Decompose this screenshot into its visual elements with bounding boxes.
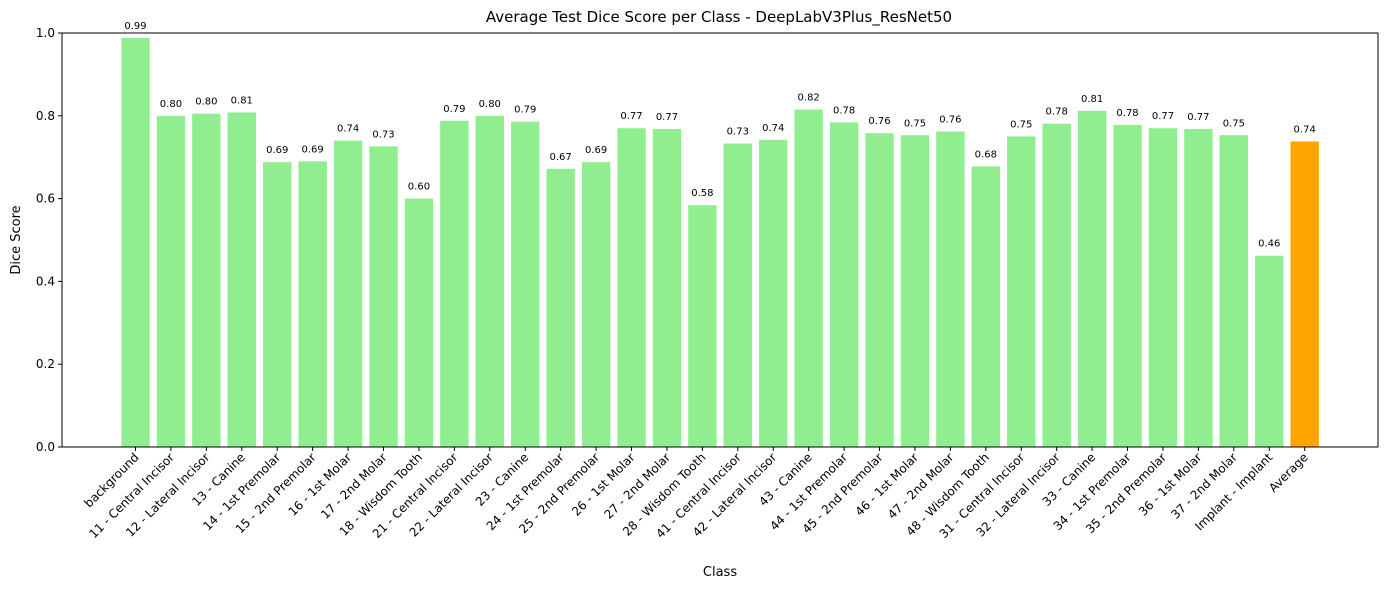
y-axis-label: Dice Score (9, 205, 24, 274)
data-label: 0.75 (1010, 120, 1032, 131)
x-tick-label: Average (1266, 450, 1311, 495)
bar (1255, 255, 1284, 447)
data-label: 0.79 (443, 104, 465, 115)
data-label: 0.68 (975, 149, 997, 160)
bar (581, 162, 611, 448)
bar (440, 120, 469, 448)
data-label: 0.76 (868, 116, 890, 127)
x-tick-label: 16 - 1st Molar (286, 450, 355, 519)
bar (1148, 128, 1178, 447)
data-label: 0.80 (479, 99, 501, 110)
y-tick-label: 0.4 (36, 274, 55, 288)
bar (546, 168, 575, 448)
data-label: 0.80 (160, 99, 182, 110)
data-label: 0.75 (1223, 118, 1245, 129)
bar (1042, 123, 1071, 448)
data-label: 0.76 (939, 115, 961, 126)
bar (652, 129, 682, 448)
data-label: 0.81 (1081, 94, 1103, 105)
bar (1219, 135, 1249, 447)
bar (1077, 110, 1107, 447)
chart-title: Average Test Dice Score per Class - Deep… (486, 8, 952, 27)
bar (900, 135, 930, 447)
bar (298, 161, 327, 447)
data-label: 0.69 (266, 145, 288, 156)
bar (1113, 124, 1142, 447)
bar (794, 109, 823, 447)
y-tick-label: 0.6 (36, 192, 55, 206)
data-label: 0.78 (833, 105, 855, 116)
bar (829, 122, 859, 448)
bar (617, 128, 646, 447)
plot-frame (61, 32, 1379, 448)
bar (936, 131, 965, 447)
bars-group (121, 37, 1319, 448)
data-label: 0.67 (550, 152, 572, 163)
bar (156, 115, 186, 448)
data-label: 0.74 (762, 123, 784, 134)
bar (511, 121, 540, 447)
bar (121, 37, 150, 447)
bar (227, 112, 256, 448)
bar (688, 205, 717, 447)
data-label: 0.77 (620, 111, 642, 122)
x-tick-label: 36 - 1st Molar (1136, 450, 1205, 519)
data-label: 0.74 (1294, 124, 1316, 135)
bar (1290, 141, 1319, 447)
bar (1184, 129, 1213, 448)
y-tick-label: 0.0 (36, 440, 55, 454)
data-label: 0.99 (124, 21, 146, 32)
data-labels-group: 0.99 0.80 0.80 0.81 0.69 0.69 0.74 0.73 0.60 0.79… (124, 21, 1315, 250)
y-tick-label: 0.8 (36, 109, 55, 123)
data-label: 0.79 (514, 105, 536, 116)
bar (404, 198, 434, 447)
data-label: 0.78 (1046, 107, 1068, 118)
bar (723, 143, 753, 448)
bar (865, 133, 894, 447)
bar (759, 139, 788, 447)
bar (369, 146, 398, 447)
data-label: 0.77 (1187, 112, 1209, 123)
data-label: 0.69 (302, 144, 324, 155)
x-tick-label: 46 - 1st Molar (853, 450, 922, 519)
data-label: 0.80 (195, 97, 217, 108)
data-label: 0.75 (904, 118, 926, 129)
data-label: 0.46 (1258, 239, 1280, 250)
data-label: 0.78 (1116, 108, 1138, 119)
bar (475, 115, 504, 448)
data-label: 0.69 (585, 145, 607, 156)
data-label: 0.73 (372, 129, 394, 140)
data-label: 0.82 (798, 93, 820, 104)
data-label: 0.58 (691, 188, 713, 199)
data-label: 0.77 (1152, 111, 1174, 122)
bar (333, 140, 363, 447)
data-label: 0.73 (727, 127, 749, 138)
data-label: 0.81 (231, 95, 253, 106)
y-tick-label: 0.2 (36, 357, 55, 371)
data-label: 0.74 (337, 124, 359, 135)
x-axis-label: Class (703, 565, 737, 580)
bar (263, 162, 292, 448)
y-axis: 0.0 0.2 0.4 0.6 0.8 1.0 (36, 26, 62, 454)
x-tick-label: 26 - 1st Molar (569, 450, 638, 519)
data-label: 0.60 (408, 182, 430, 193)
bar (1007, 136, 1036, 447)
bar (192, 113, 221, 447)
bar (971, 166, 1001, 447)
y-tick-label: 1.0 (36, 26, 55, 40)
data-label: 0.77 (656, 112, 678, 123)
